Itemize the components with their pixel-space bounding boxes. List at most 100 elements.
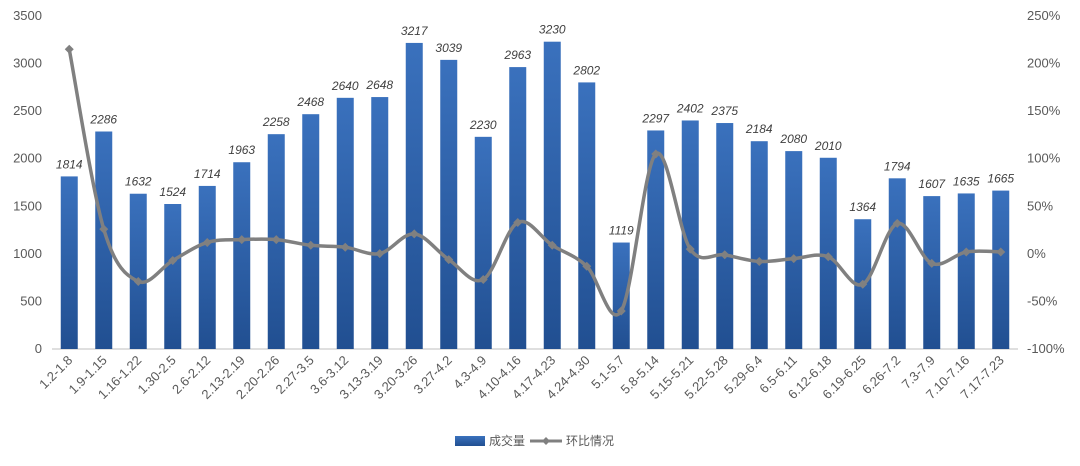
bar [957,193,975,349]
bar [233,162,251,349]
line-marker [133,276,143,286]
line-marker [64,44,74,54]
legend-marker-line [542,437,550,445]
bar [302,114,320,349]
bar-series [60,41,1010,350]
bar [750,141,768,349]
legend-label-line: 环比情况 [566,434,614,448]
line-marker [237,235,247,245]
line-marker [927,258,937,268]
bar [647,130,665,349]
y-left-tick-label: 1500 [13,198,42,213]
line-marker [754,256,764,266]
bar [716,123,734,350]
y-right-tick-label: -100% [1027,341,1065,356]
line-marker [340,242,350,252]
y-right-tick-label: 50% [1027,198,1053,213]
bar [888,178,906,349]
bar [785,151,803,349]
legend-swatch-bar [455,436,485,446]
bar [578,82,596,349]
bar-value-label: 1794 [884,159,911,173]
bar-value-label: 2468 [296,95,324,109]
bar-value-label: 1963 [228,143,255,157]
line-marker [202,237,212,247]
line-marker [513,217,523,227]
line-marker [409,229,419,239]
bar-value-label: 1632 [125,175,152,189]
y-right-tick-label: 0% [1027,246,1046,261]
y-right-tick-label: -50% [1027,293,1058,308]
bar-value-label: 2648 [365,78,393,92]
bar-value-label: 1524 [159,185,186,199]
line-marker [478,275,488,285]
line-marker [306,240,316,250]
bar [474,136,492,349]
bar-value-label: 2230 [469,118,497,132]
y-left-tick-label: 3500 [13,8,42,23]
bar [681,120,699,349]
y-left-tick-label: 1000 [13,246,42,261]
line-series [64,44,1006,317]
line-marker [444,255,454,265]
bar-value-label: 3039 [435,41,462,55]
x-tick-label: 5.29-6.4 [721,353,765,397]
bar-value-label: 2080 [779,132,807,146]
bar-value-label: 2010 [814,139,842,153]
y-right-tick-label: 250% [1027,8,1061,23]
bar-value-label: 1714 [194,167,221,181]
line-marker [582,261,592,271]
line-marker [99,224,109,234]
bar [992,190,1010,349]
bar-value-label: 2297 [641,111,670,125]
bar [543,41,561,350]
bar [129,193,147,349]
bar [95,131,113,349]
bar-value-label: 2802 [572,63,600,77]
bar-value-label: 2286 [89,113,117,127]
line-marker [823,252,833,262]
line-marker [720,250,730,260]
bar [336,97,354,349]
bar-value-label: 2640 [331,79,359,93]
bar-value-label: 3217 [401,24,429,38]
bar [440,59,458,349]
bar [371,97,389,350]
bar-value-label: 1119 [609,224,634,238]
x-tick-label: 3.27-4.2 [411,353,455,397]
line-marker [375,249,385,259]
bar-value-label: 2402 [676,101,704,115]
bar-value-label: 1665 [987,172,1014,186]
bar [405,42,423,350]
line-marker [547,240,557,250]
legend-label-bar: 成交量 [489,433,525,448]
line-marker [616,306,626,316]
y-left-tick-label: 2500 [13,103,42,118]
bar-value-label: 2258 [262,115,290,129]
bar-value-label: 2184 [745,122,773,136]
y-left-tick-label: 3000 [13,56,42,71]
y-right-tick-label: 150% [1027,103,1061,118]
bar [198,185,216,349]
bar [612,242,630,349]
bar-value-label: 1814 [56,157,83,171]
bar [60,176,78,349]
bar-value-label: 1635 [953,174,980,188]
bar [509,67,527,350]
data-labels: 1814 2286 1632 1524 1714 1963 2258 2468 2640 2648… [56,23,1015,238]
y-right-tick-label: 200% [1027,56,1061,71]
bar-value-label: 3230 [539,23,566,37]
line-marker [892,218,902,228]
bar-value-label: 1364 [849,200,876,214]
line-marker [789,254,799,264]
line-marker [651,149,661,159]
y-left-tick-label: 2000 [13,151,42,166]
bar [164,204,182,349]
bar-value-label: 2963 [503,48,531,62]
y-left-tick-label: 500 [20,293,42,308]
line-marker [168,256,178,266]
line-marker [858,279,868,289]
line-marker [996,247,1006,257]
